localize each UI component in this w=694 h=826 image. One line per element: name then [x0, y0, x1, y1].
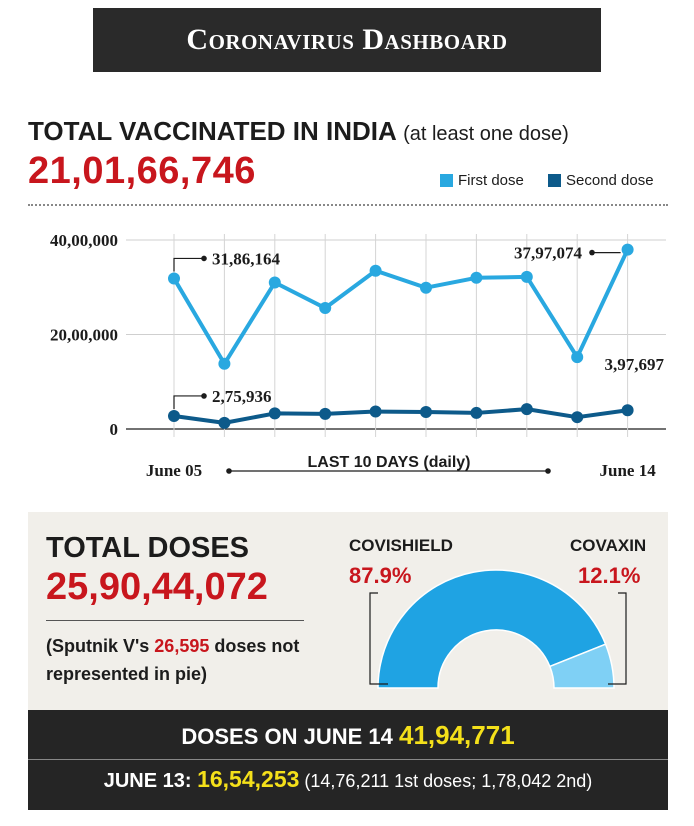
covishield-label: COVISHIELD [349, 536, 453, 555]
legend-label-first: First dose [458, 172, 524, 189]
dashboard-title: Coronavirus Dashboard [186, 23, 508, 56]
data-point [621, 243, 634, 256]
data-point [319, 407, 332, 420]
doses-june-14-label: DOSES ON JUNE 14 [181, 724, 399, 749]
y-tick-label: 40,00,000 [50, 231, 118, 250]
data-point [218, 416, 231, 429]
data-point [420, 281, 432, 294]
annotation-dot [201, 255, 207, 262]
annotation-dot [201, 393, 207, 399]
connector-dot [226, 468, 232, 474]
data-point [218, 357, 231, 370]
covaxin-label: COVAXIN [570, 536, 647, 555]
legend-swatch-first [440, 174, 453, 187]
covaxin-percent: 12.1% [578, 563, 641, 588]
series-line-second-dose [173, 407, 628, 425]
data-point [420, 405, 432, 418]
annotation-dot [589, 249, 595, 256]
total-doses-title: TOTAL DOSES [46, 532, 250, 564]
data-point [621, 404, 634, 417]
doses-june-14-value: 41,94,771 [398, 720, 515, 750]
x-tick-label: June 05 [146, 461, 202, 480]
data-point [268, 407, 281, 420]
total-vaccinated-value: 21,01,66,746 [28, 150, 256, 192]
annotation-leader [173, 257, 204, 272]
doses-divider [46, 620, 304, 621]
doses-june-13: JUNE 13: 16,54,253 (14,76,211 1st doses;… [28, 766, 668, 793]
series-line-first-dose [172, 248, 630, 366]
data-point [369, 405, 382, 418]
data-label: 37,97,074 [514, 244, 583, 263]
connector-dot [545, 468, 551, 474]
sputnik-note: (Sputnik V's 26,595 doses not represente… [46, 632, 314, 688]
x-tick-label: June 14 [599, 461, 656, 480]
total-vaccinated-title: TOTAL VACCINATED IN INDIA [28, 116, 396, 146]
covishield-percent: 87.9% [349, 563, 412, 588]
data-label: 3,97,697 [605, 355, 665, 374]
section-divider [28, 204, 668, 206]
sputnik-note-suffix: doses not represented in pie) [46, 636, 300, 684]
y-tick-label: 0 [110, 420, 119, 439]
doses-june-13-value: 16,54,253 [197, 766, 300, 792]
annotation-leader [173, 395, 204, 409]
line-chart: 0 20,00,000 40,00,000 June 05 June 14 LAST 10… [50, 231, 666, 480]
data-point [168, 272, 180, 285]
sputnik-note-prefix: (Sputnik V's [46, 636, 155, 656]
total-doses-value: 25,90,44,072 [46, 566, 268, 608]
bottom-divider [28, 759, 668, 760]
legend-second-dose: Second dose [548, 172, 654, 189]
doses-june-13-label: JUNE 13: [103, 770, 198, 792]
data-point [319, 302, 332, 315]
sputnik-count: 26,595 [154, 636, 210, 656]
doses-june-13-detail: (14,76,211 1st doses; 1,78,042 2nd) [299, 771, 593, 791]
total-vaccinated-heading: TOTAL VACCINATED IN INDIA (at least one … [28, 116, 569, 147]
data-point [168, 409, 180, 422]
daily-doses-panel [28, 710, 668, 810]
data-point [470, 406, 483, 419]
legend-swatch-second [548, 174, 561, 187]
data-point [369, 264, 382, 277]
doses-june-14: DOSES ON JUNE 14 41,94,771 [28, 720, 668, 751]
header-banner [93, 8, 601, 72]
y-tick-label: 20,00,000 [50, 326, 118, 345]
data-point [470, 271, 483, 284]
legend-first-dose: First dose [440, 172, 524, 189]
total-vaccinated-subtitle: (at least one dose) [403, 123, 569, 145]
data-point [520, 403, 533, 416]
data-point [520, 270, 533, 283]
data-label: 31,86,164 [212, 249, 281, 268]
data-point [268, 276, 281, 289]
data-point [571, 351, 584, 364]
data-point [571, 411, 584, 424]
legend-label-second: Second dose [566, 172, 654, 189]
data-label: 2,75,936 [212, 387, 272, 406]
x-axis-label: LAST 10 DAYS (daily) [307, 454, 470, 471]
